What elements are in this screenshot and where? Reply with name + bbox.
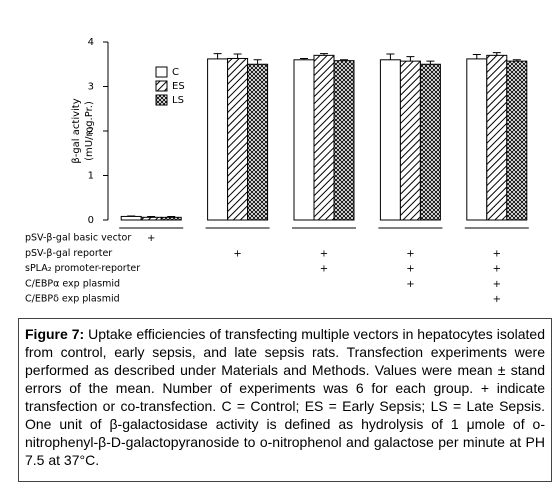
condition-mark: + bbox=[320, 248, 328, 259]
error-bar bbox=[472, 53, 481, 59]
legend-swatch bbox=[155, 80, 168, 92]
condition-mark: + bbox=[493, 294, 501, 305]
y-axis-label: (mU/mg.Pr.) bbox=[84, 101, 95, 161]
bar bbox=[293, 59, 315, 221]
bar bbox=[486, 54, 508, 221]
caption-text: Uptake efficiencies of transfecting mult… bbox=[25, 326, 545, 468]
condition-mark: + bbox=[233, 248, 241, 259]
condition-mark: + bbox=[493, 279, 501, 290]
legend-label: C bbox=[172, 67, 179, 78]
y-tick-label: 4 bbox=[88, 37, 94, 48]
bar bbox=[466, 58, 488, 221]
caption: Figure 7: Uptake efficiencies of transfe… bbox=[18, 318, 552, 482]
error-bar bbox=[233, 53, 242, 59]
condition-label: pSV-β-gal basic vector bbox=[25, 233, 131, 244]
y-tick-label: 1 bbox=[88, 171, 94, 182]
y-tick-label: 3 bbox=[88, 82, 94, 93]
y-axis-label: β-gal activity bbox=[71, 98, 82, 163]
error-bar bbox=[386, 53, 395, 60]
legend-label: ES bbox=[172, 81, 185, 92]
chart: 0 1 2 3 4 β-gal activity (mU/mg.Pr.) C ES LS pSV-β… bbox=[25, 37, 529, 305]
error-bar bbox=[406, 56, 415, 62]
condition-mark: + bbox=[406, 248, 414, 259]
error-bar bbox=[426, 60, 435, 65]
condition-mark: + bbox=[493, 248, 501, 259]
bar bbox=[419, 63, 441, 221]
bar bbox=[379, 59, 401, 221]
condition-mark: + bbox=[406, 279, 414, 290]
y-tick-label: 0 bbox=[88, 215, 94, 226]
error-bar bbox=[492, 52, 501, 56]
error-bar bbox=[213, 53, 222, 59]
bar bbox=[160, 216, 182, 221]
error-bar bbox=[340, 59, 348, 61]
bar bbox=[313, 54, 335, 221]
bar bbox=[120, 215, 142, 221]
bar bbox=[207, 58, 229, 221]
error-bar bbox=[147, 215, 156, 218]
error-bar bbox=[300, 57, 308, 60]
error-bar bbox=[320, 53, 328, 56]
error-bar bbox=[167, 215, 176, 218]
condition-label: sPLA₂ promoter-reporter bbox=[25, 263, 140, 274]
error-bar bbox=[512, 59, 521, 62]
condition-label: pSV-β-gal reporter bbox=[25, 248, 112, 259]
condition-label: C/EBPδ exp plasmid bbox=[25, 294, 120, 305]
condition-mark: + bbox=[493, 264, 501, 275]
condition-label: C/EBPα exp plasmid bbox=[25, 278, 120, 289]
error-bar bbox=[253, 59, 262, 65]
bar bbox=[247, 63, 269, 221]
legend-swatch bbox=[155, 94, 168, 106]
bar bbox=[333, 60, 355, 221]
bar bbox=[506, 60, 528, 221]
bar bbox=[140, 216, 162, 221]
legend-swatch bbox=[155, 66, 168, 78]
legend-label: LS bbox=[172, 95, 184, 106]
bar bbox=[227, 57, 249, 221]
caption-label: Figure 7: bbox=[25, 326, 85, 342]
condition-mark: + bbox=[147, 233, 155, 244]
condition-mark: + bbox=[320, 264, 328, 275]
condition-mark: + bbox=[406, 264, 414, 275]
y-tick-label: 2 bbox=[88, 126, 94, 137]
bar bbox=[399, 60, 421, 221]
